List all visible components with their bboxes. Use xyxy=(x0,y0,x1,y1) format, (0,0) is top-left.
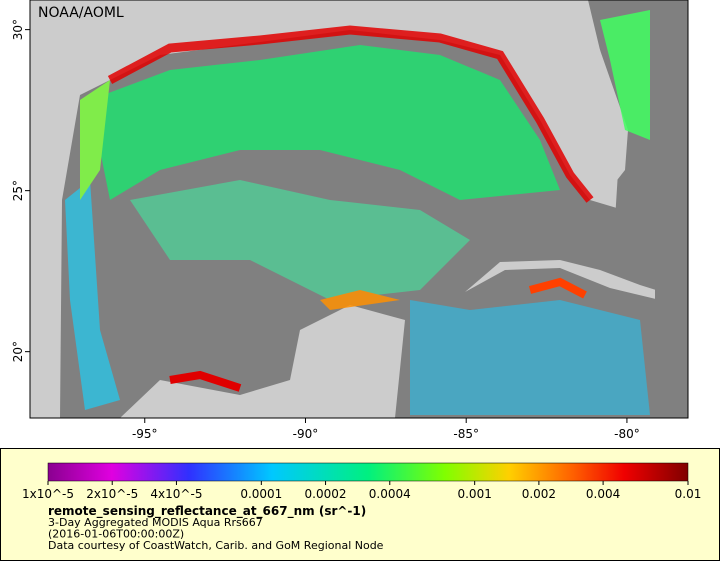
legend-line: Data courtesy of CoastWatch, Carib. and … xyxy=(48,539,384,552)
colorbar-tick-label: 0.0001 xyxy=(240,487,282,501)
colorbar-tick-label: 0.01 xyxy=(675,487,702,501)
colorbar-tick-label: 0.004 xyxy=(586,487,620,501)
colorbar-tick-label: 1x10^-5 xyxy=(22,487,74,501)
lat-tick-label: 25° xyxy=(11,180,25,201)
lon-tick-label: -85° xyxy=(453,427,479,441)
colorbar-tick-label: 0.0002 xyxy=(305,487,347,501)
cuba xyxy=(465,260,688,320)
lon-tick-label: -80° xyxy=(614,427,640,441)
credit: NOAA/AOML xyxy=(38,5,124,21)
florida xyxy=(470,0,628,198)
colorbar-tick-label: 2x10^-5 xyxy=(86,487,138,501)
colorbar-title: remote_sensing_reflectance_at_667_nm (sr… xyxy=(48,504,366,519)
colorbar xyxy=(47,462,689,482)
colorbar-tick-label: 4x10^-5 xyxy=(150,487,202,501)
reflectance-field xyxy=(65,10,650,415)
lat-tick-label: 20° xyxy=(11,341,25,362)
map-area xyxy=(30,0,688,418)
lat-tick-label: 30° xyxy=(11,19,25,40)
coastal-high-reflectance xyxy=(169,370,242,392)
no-data xyxy=(655,0,688,418)
coastal-high-reflectance xyxy=(528,277,587,299)
legend-line: (2016-01-06T00:00:00Z) xyxy=(48,528,184,541)
colorbar-tick-label: 0.001 xyxy=(457,487,491,501)
map-frame xyxy=(29,0,689,419)
coastal-high-reflectance xyxy=(107,25,594,203)
lon-tick-label: -90° xyxy=(293,427,319,441)
lon-tick-label: -95° xyxy=(132,427,158,441)
colorbar-tick-label: 0.0004 xyxy=(369,487,411,501)
colorbar-tick-label: 0.002 xyxy=(522,487,556,501)
legend-line: 3-Day Aggregated MODIS Aqua Rrs667 xyxy=(48,516,263,529)
